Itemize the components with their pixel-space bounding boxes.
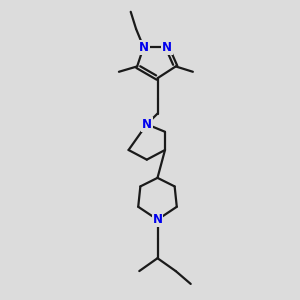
Text: N: N <box>162 40 172 54</box>
Text: N: N <box>139 40 148 54</box>
Text: N: N <box>142 118 152 131</box>
Text: N: N <box>152 213 163 226</box>
